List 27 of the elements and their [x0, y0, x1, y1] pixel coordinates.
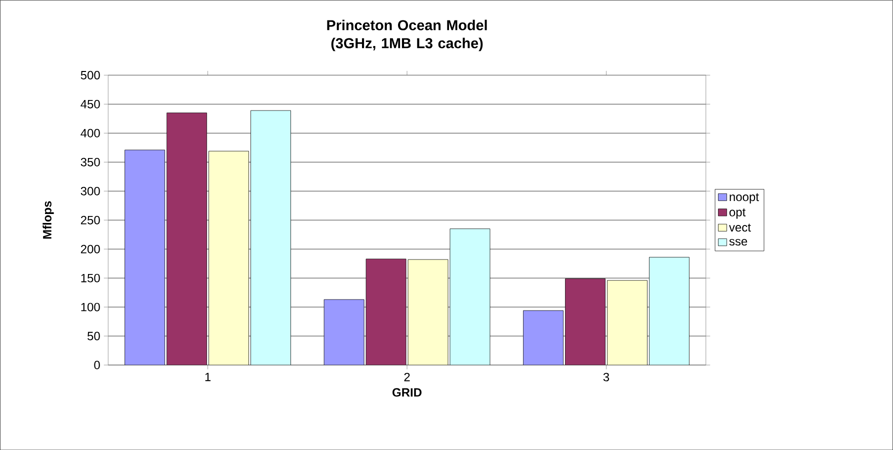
- x-tick-label: 2: [404, 372, 410, 382]
- bar: [408, 259, 448, 365]
- y-tick-label: 0: [94, 360, 100, 370]
- y-tick-label: 100: [81, 302, 100, 312]
- legend-label: opt: [729, 208, 746, 219]
- y-tick-label: 300: [80, 186, 100, 196]
- bar: [208, 150, 249, 365]
- y-tick-label: 350: [80, 158, 100, 166]
- x-tick-label: 1: [205, 372, 211, 381]
- bar: [649, 256, 690, 365]
- y-tick-label: 50: [88, 332, 100, 340]
- bar: [450, 228, 490, 365]
- chart-title: Princeton Ocean Model (3GHz, 1MB L3 cache): [327, 20, 487, 52]
- legend-label: sse: [729, 238, 748, 246]
- y-tick-label: 500: [80, 70, 100, 80]
- bar: [250, 110, 291, 365]
- y-tick-label: 250: [80, 216, 100, 224]
- y-tick-label: 150: [81, 274, 100, 282]
- y-tick-label: 400: [80, 128, 100, 138]
- y-tick-label: 450: [80, 100, 100, 108]
- x-tick-label: 3: [603, 372, 610, 382]
- bar: [607, 280, 648, 365]
- y-axis-title: Mflops: [42, 201, 54, 239]
- x-axis-title: GRID: [392, 388, 422, 397]
- y-tick-label: 200: [80, 244, 100, 254]
- legend-label: vect: [729, 224, 751, 232]
- legend-label: noopt: [730, 193, 759, 204]
